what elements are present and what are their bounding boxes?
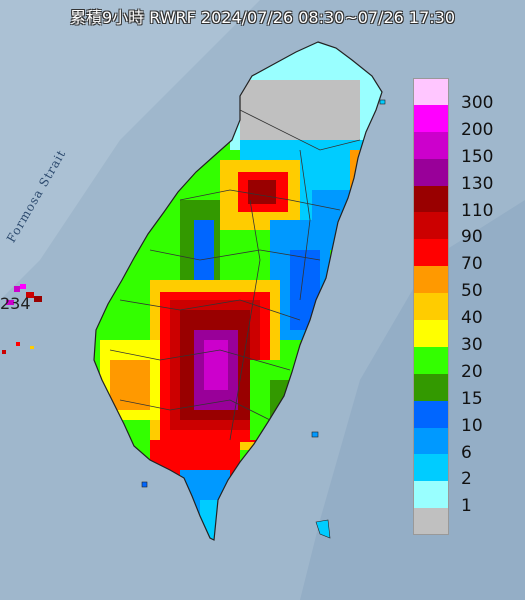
legend-label: 15	[461, 388, 483, 409]
legend-swatch	[413, 373, 449, 401]
legend-row: 200	[413, 104, 513, 140]
legend-row	[413, 508, 513, 536]
green-island	[311, 431, 319, 438]
legend-swatch	[413, 104, 449, 132]
legend-row: 6	[413, 427, 513, 463]
legend-row: 2	[413, 454, 513, 489]
legend-label: 40	[461, 308, 483, 329]
legend-label: 30	[461, 335, 483, 356]
legend-label: 20	[461, 361, 483, 382]
legend-row: 20	[413, 346, 513, 382]
county-boundaries	[109, 109, 361, 441]
penghu-islands	[2, 284, 42, 354]
legend-row: 15	[413, 373, 513, 409]
map-title: 累積9小時 RWRF 2024/07/26 08:30~07/26 17:30	[69, 8, 456, 27]
taiwan-outline	[93, 41, 383, 541]
legend-label: 2	[461, 469, 472, 490]
legend-label: 50	[461, 281, 483, 302]
legend-label: 300	[461, 93, 494, 113]
legend-swatch	[413, 212, 449, 240]
legend-row: 70	[413, 239, 513, 274]
legend-swatch	[413, 185, 449, 213]
legend-swatch	[413, 78, 449, 105]
legend-label: 70	[461, 254, 483, 275]
legend-label: 150	[461, 146, 494, 167]
legend-swatch	[413, 158, 449, 186]
legend-swatch	[413, 239, 449, 267]
legend-label: 6	[461, 442, 472, 463]
legend-row: 90	[413, 212, 513, 247]
legend-label: 90	[461, 227, 483, 248]
legend-row: 1	[413, 481, 513, 516]
legend-row: 50	[413, 266, 513, 301]
rainfall-legend: 300 200 150 130 110 90 70 50 40 30 20 15 10 6 2 1	[413, 78, 513, 536]
legend-row: 110	[413, 185, 513, 221]
legend-row: 10	[413, 400, 513, 436]
legend-row: 300	[413, 78, 513, 113]
liuqiu-island	[141, 481, 148, 488]
legend-swatch	[413, 293, 449, 321]
legend-row: 150	[413, 131, 513, 167]
orchid-island	[315, 519, 331, 539]
legend-label: 110	[461, 200, 494, 221]
legend-swatch	[413, 400, 449, 428]
legend-swatch	[413, 346, 449, 374]
legend-label: 10	[461, 415, 483, 436]
legend-label: 200	[461, 119, 494, 140]
turtle-island	[379, 99, 386, 105]
legend-row: 40	[413, 293, 513, 328]
legend-row: 130	[413, 158, 513, 194]
island-label: 234	[0, 294, 31, 313]
legend-swatch	[413, 454, 449, 482]
legend-label: 1	[461, 496, 472, 517]
legend-swatch	[413, 266, 449, 294]
sea-deep	[300, 200, 525, 600]
sea-shelf	[0, 0, 260, 300]
legend-label: 130	[461, 173, 494, 194]
legend-swatch	[413, 481, 449, 509]
legend-row: 30	[413, 320, 513, 355]
legend-swatch	[413, 131, 449, 159]
legend-swatch	[413, 508, 449, 536]
legend-swatch	[413, 320, 449, 347]
legend-swatch	[413, 427, 449, 455]
